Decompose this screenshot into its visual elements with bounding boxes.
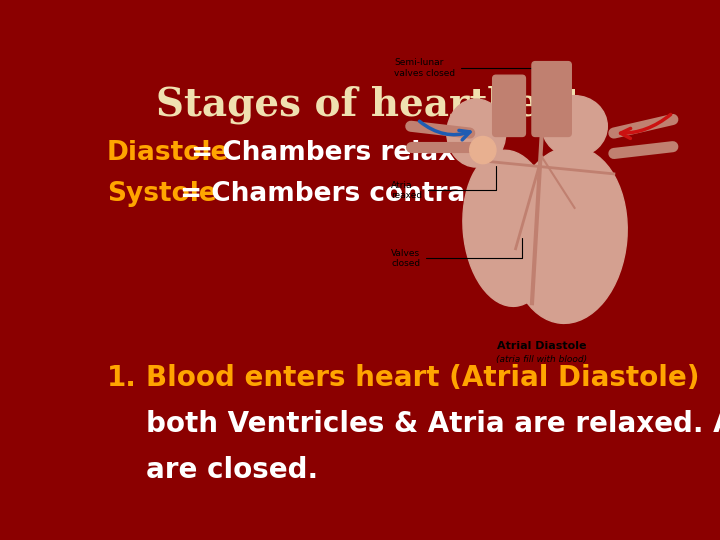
Ellipse shape: [463, 150, 555, 306]
Text: 1.: 1.: [107, 364, 137, 392]
Ellipse shape: [447, 99, 505, 167]
Text: = Chambers contract: = Chambers contract: [171, 181, 493, 207]
Text: (atria fill with blood): (atria fill with blood): [496, 355, 588, 364]
Ellipse shape: [469, 137, 496, 164]
Text: Valves
closed: Valves closed: [391, 238, 522, 268]
Text: Systole: Systole: [107, 181, 217, 207]
Text: Atrial Diastole: Atrial Diastole: [497, 341, 587, 351]
Text: Diastole: Diastole: [107, 140, 229, 166]
Text: Stages of heartbeat: Stages of heartbeat: [156, 85, 582, 124]
Text: = Chambers relax: = Chambers relax: [182, 140, 455, 166]
Text: both Ventricles & Atria are relaxed. All valves: both Ventricles & Atria are relaxed. All…: [145, 410, 720, 438]
Text: Atria
reaxed: Atria reaxed: [391, 166, 496, 200]
Ellipse shape: [509, 147, 627, 323]
Text: Blood enters heart (Atrial Diastole): Blood enters heart (Atrial Diastole): [145, 364, 699, 392]
Ellipse shape: [541, 96, 607, 157]
FancyBboxPatch shape: [492, 75, 526, 137]
Text: are closed.: are closed.: [145, 456, 318, 484]
FancyBboxPatch shape: [532, 62, 571, 137]
Text: Semi-lunar
valves closed: Semi-lunar valves closed: [395, 58, 541, 103]
